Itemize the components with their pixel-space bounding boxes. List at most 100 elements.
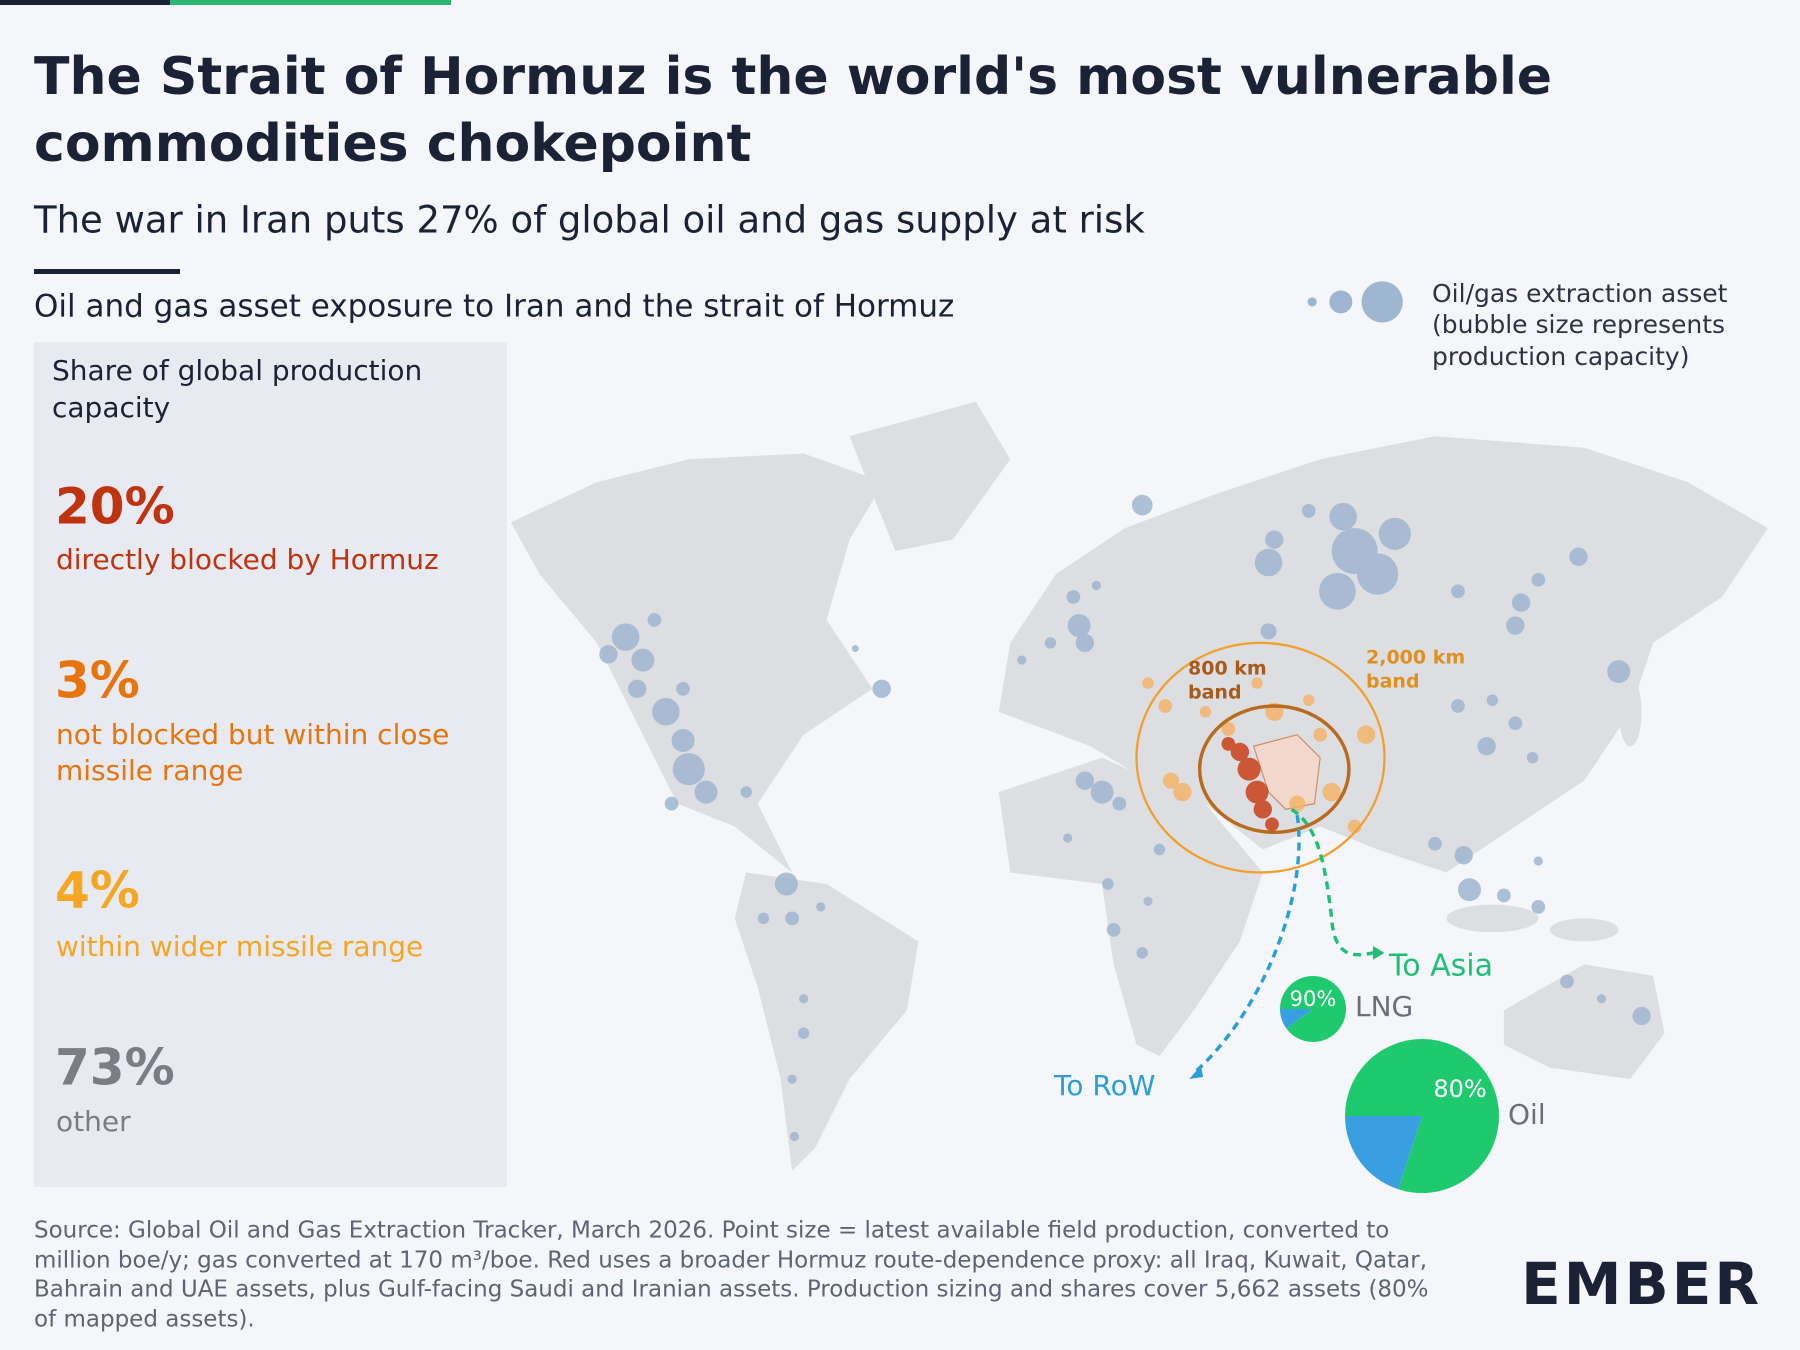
- asset-bubble: [1173, 782, 1192, 802]
- asset-bubble: [799, 994, 809, 1004]
- asset-bubble: [1533, 856, 1543, 866]
- share-label: not blocked but within close: [56, 718, 449, 751]
- asset-bubble: [1428, 836, 1442, 851]
- asset-bubble: [1329, 502, 1357, 531]
- asset-bubble: [1162, 772, 1179, 789]
- legend-bubble: [1361, 281, 1403, 323]
- asset-bubble: [1632, 1006, 1651, 1026]
- asset-bubble: [1302, 694, 1315, 707]
- asset-bubble: [1596, 994, 1607, 1004]
- asset-bubble: [1245, 780, 1269, 804]
- asset-bubble: [1477, 737, 1496, 756]
- asset-bubble: [1102, 878, 1114, 890]
- asset-bubble: [1112, 796, 1127, 811]
- asset-bubble: [1142, 677, 1154, 689]
- asset-bubble: [1454, 846, 1473, 865]
- asset-bubble: [1136, 947, 1148, 959]
- asset-bubble: [1569, 547, 1588, 566]
- route-row: [1195, 814, 1301, 1073]
- pie-title: Oil: [1508, 1098, 1546, 1131]
- asset-bubble: [1457, 878, 1481, 902]
- asset-bubble: [1508, 716, 1523, 731]
- route-asia: [1290, 807, 1374, 957]
- share-label: within wider missile range: [56, 930, 423, 963]
- asset-bubble: [652, 697, 680, 726]
- asset-bubble: [1230, 742, 1250, 762]
- section-title: Oil and gas asset exposure to Iran and t…: [34, 289, 954, 325]
- asset-bubble: [1265, 817, 1279, 832]
- asset-bubble: [1251, 677, 1263, 689]
- share-value: 20%: [55, 478, 175, 536]
- asset-bubble: [1044, 637, 1057, 649]
- source: Source: Global Oil and Gas Extraction Tr…: [34, 1218, 1389, 1244]
- asset-bubble: [1322, 782, 1341, 802]
- asset-bubble: [1313, 727, 1328, 742]
- panel-title: Share of global production: [52, 354, 422, 387]
- top-bar: [170, 0, 451, 5]
- asset-bubble: [787, 1074, 797, 1084]
- asset-bubble: [1221, 737, 1236, 751]
- share-label: missile range: [56, 754, 243, 787]
- asset-bubble: [1531, 572, 1546, 587]
- asset-bubble: [1451, 699, 1465, 713]
- asset-bubble: [1237, 757, 1261, 781]
- asset-bubble: [1511, 593, 1531, 612]
- asset-bubble: [1356, 725, 1376, 744]
- source: Bahrain and UAE assets, plus Gulf-facing…: [34, 1277, 1429, 1303]
- asset-bubble: [1319, 572, 1356, 610]
- source: million boe/y; gas converted at 170 m³/b…: [34, 1248, 1427, 1274]
- asset-bubble: [1221, 722, 1236, 736]
- panel: [34, 342, 507, 1187]
- source: of mapped assets).: [34, 1307, 255, 1333]
- band-label: band: [1366, 671, 1420, 693]
- asset-bubble: [599, 645, 618, 664]
- asset-bubble: [851, 645, 859, 653]
- asset-bubble: [1378, 517, 1411, 550]
- asset-bubble: [1265, 530, 1284, 549]
- top-bar: [0, 0, 170, 5]
- asset-bubble: [1090, 780, 1114, 804]
- asset-bubble: [1607, 660, 1631, 684]
- asset-bubble: [1106, 922, 1121, 937]
- asset-bubble: [694, 780, 718, 804]
- pie-slice: [1345, 1116, 1422, 1190]
- route-label: To Asia: [1388, 949, 1493, 984]
- share-label: other: [56, 1105, 131, 1138]
- asset-bubble: [664, 796, 679, 811]
- asset-bubble: [647, 613, 662, 627]
- asset-bubble: [1199, 706, 1212, 718]
- share-label: directly blocked by Hormuz: [56, 543, 439, 576]
- asset-bubble: [1531, 900, 1546, 914]
- title: commodities chokepoint: [34, 114, 751, 174]
- world-map: [510, 281, 1768, 1171]
- arrowhead: [1189, 1065, 1204, 1080]
- band-800: [1197, 704, 1351, 835]
- asset-bubble: [1260, 623, 1277, 640]
- asset-bubble: [757, 912, 770, 925]
- asset-bubble: [1158, 699, 1173, 713]
- subtitle: The war in Iran puts 27% of global oil a…: [33, 199, 1145, 242]
- share-value: 73%: [55, 1039, 175, 1097]
- asset-bubble: [1063, 833, 1073, 843]
- asset-bubble: [1131, 494, 1153, 516]
- band-label: 2,000 km: [1366, 647, 1465, 669]
- asset-bubble: [1075, 771, 1095, 790]
- band-label: 800 km: [1188, 658, 1267, 680]
- asset-bubbles: [599, 494, 1651, 1142]
- asset-bubble: [797, 1027, 810, 1039]
- asset-bubble: [1486, 694, 1499, 707]
- asset-bubble: [671, 728, 695, 752]
- arrowhead: [1373, 945, 1385, 960]
- pie-slice: [1280, 1009, 1313, 1029]
- asset-bubble: [872, 679, 891, 698]
- asset-bubble: [1496, 888, 1511, 903]
- share-value: 4%: [55, 862, 140, 920]
- band-2000: [1135, 641, 1386, 874]
- legend-bubble: [1307, 297, 1317, 307]
- legend-text: Oil/gas extraction asset: [1432, 279, 1728, 308]
- asset-bubble: [785, 911, 800, 926]
- share-value: 3%: [55, 652, 140, 710]
- asset-bubble: [1526, 751, 1539, 764]
- asset-bubble: [1066, 590, 1081, 604]
